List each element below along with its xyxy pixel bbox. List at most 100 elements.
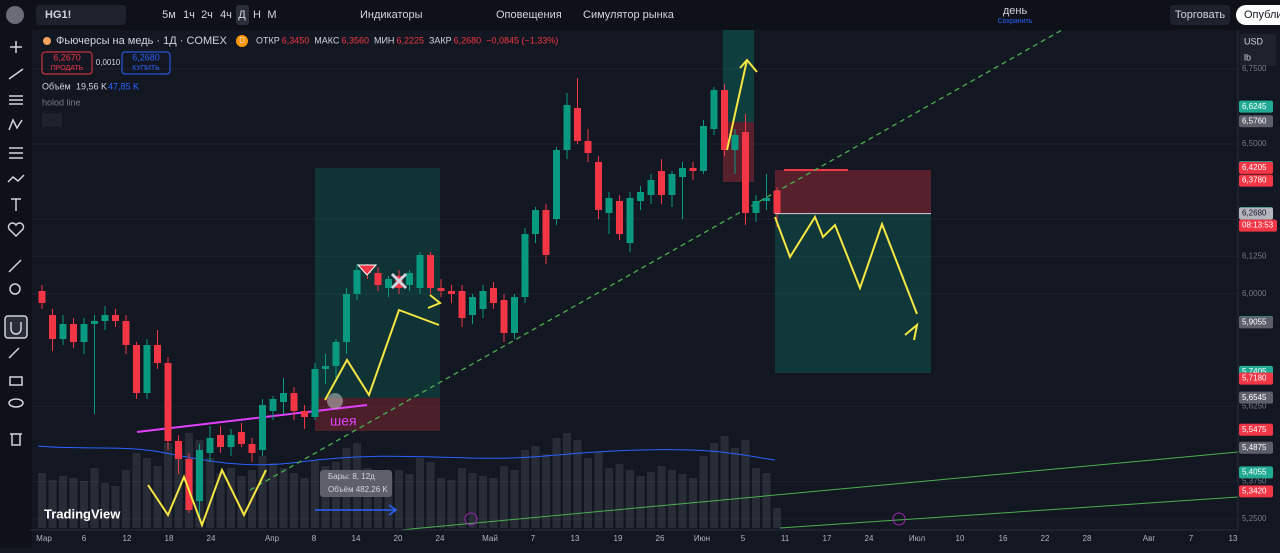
candle-body xyxy=(710,90,718,129)
y-tick-label: 5,3750 xyxy=(1242,477,1267,486)
candle-body xyxy=(311,369,319,417)
tooltip xyxy=(320,470,392,497)
candle-body xyxy=(301,411,308,417)
alerts[interactable]: Оповещения xyxy=(496,9,562,21)
volume-bar xyxy=(720,436,729,528)
candle-body xyxy=(553,150,560,219)
volume-bar xyxy=(300,478,309,528)
x-tick-label: 12 xyxy=(123,534,132,543)
volume-bar xyxy=(227,468,235,528)
replay[interactable]: Симулятор рынка xyxy=(583,9,675,21)
sell[interactable]: ПРОДАТЬ xyxy=(51,65,84,72)
unit-box[interactable] xyxy=(1240,34,1276,66)
brand: TradingView xyxy=(44,506,121,521)
buy-button[interactable] xyxy=(121,51,171,75)
interval[interactable]: 2ч xyxy=(201,9,213,21)
candle-body xyxy=(689,168,697,171)
publish[interactable]: Опублик xyxy=(1244,9,1280,21)
x-tick-label: 14 xyxy=(352,534,361,543)
field-label: МИН xyxy=(374,35,394,45)
candle-body xyxy=(427,255,434,288)
trend-line[interactable] xyxy=(249,29,1063,491)
candle-body xyxy=(238,432,245,444)
event-icon[interactable] xyxy=(464,512,478,526)
volume-bar xyxy=(122,470,130,528)
sell-price[interactable]: 6,2670 xyxy=(53,52,81,62)
field-value: 6,3560 xyxy=(341,35,369,45)
volume-bar xyxy=(405,474,414,528)
x-tick-label: 18 xyxy=(165,534,174,543)
tool-icons[interactable] xyxy=(4,41,28,446)
avatar[interactable] xyxy=(6,6,24,24)
candle-body xyxy=(206,438,214,453)
tooltip-bars: Бары: 8, 12д xyxy=(328,472,375,481)
interval[interactable]: М xyxy=(267,9,276,21)
sell-button[interactable] xyxy=(41,51,93,75)
candle-body xyxy=(112,315,119,321)
publish-button[interactable] xyxy=(1236,5,1280,25)
x-tick-label: 16 xyxy=(999,534,1008,543)
candle-body xyxy=(164,363,172,441)
interval[interactable]: 4ч xyxy=(220,9,232,21)
price-label-bg xyxy=(1239,115,1273,128)
symbol[interactable]: HG1! xyxy=(45,9,71,21)
field-label: МАКС xyxy=(314,35,340,45)
layout-name[interactable]: день xyxy=(1003,5,1028,17)
neckline[interactable] xyxy=(136,404,368,433)
volume-ma-line xyxy=(37,445,776,466)
volume-bar xyxy=(762,473,771,528)
buy[interactable]: КУПИТЬ xyxy=(132,65,160,72)
volume-bar xyxy=(237,476,246,528)
currency[interactable]: USD xyxy=(1244,36,1264,46)
volume-bar xyxy=(468,473,477,528)
volume-bar xyxy=(636,476,645,528)
symbol-box[interactable] xyxy=(36,5,126,25)
candle-body xyxy=(122,321,130,345)
badge-bg xyxy=(236,35,248,47)
interval[interactable]: Н xyxy=(253,9,261,21)
channel-line[interactable] xyxy=(399,451,1239,531)
candle-body xyxy=(154,345,161,363)
short-profit-zone[interactable] xyxy=(775,214,931,373)
x-tick-label: 17 xyxy=(823,534,832,543)
trade[interactable]: Торговать xyxy=(1175,9,1226,21)
candle-body xyxy=(175,441,182,459)
volume-bar xyxy=(521,450,529,528)
event-icon[interactable] xyxy=(892,512,906,526)
trade-button[interactable] xyxy=(1170,5,1230,25)
volume-bar xyxy=(153,466,162,528)
short-stop-zone[interactable] xyxy=(775,170,931,214)
x-tick-label: 7 xyxy=(531,534,536,543)
volume-bar xyxy=(773,508,781,528)
close-marker[interactable] xyxy=(390,272,408,290)
range-arrow xyxy=(315,504,398,516)
volume-value: 19,56 K xyxy=(76,81,107,91)
x-tick-label: Июн xyxy=(694,534,710,543)
buy-price[interactable]: 6,2680 xyxy=(132,52,160,62)
entry-marker[interactable] xyxy=(327,393,343,409)
x-tick-label: 28 xyxy=(1083,534,1092,543)
interval[interactable]: 1ч xyxy=(183,9,195,21)
candle-body xyxy=(721,90,728,150)
unit[interactable]: lb xyxy=(1244,52,1251,62)
price-label: 5,3420 xyxy=(1242,487,1267,496)
x-tick-label: 24 xyxy=(865,534,874,543)
profit-zone-2[interactable] xyxy=(723,30,754,122)
volume-bar xyxy=(290,473,298,528)
projection-arrows[interactable] xyxy=(147,58,919,528)
indicators[interactable]: Индикаторы xyxy=(360,9,423,21)
candle-body xyxy=(269,399,277,411)
candle-body xyxy=(742,132,749,213)
channel-line[interactable] xyxy=(779,496,1239,529)
candle-body xyxy=(343,294,350,342)
sell-marker[interactable] xyxy=(356,264,378,276)
price-label: 5,9055 xyxy=(1242,317,1267,326)
collapse-button[interactable] xyxy=(42,113,62,127)
legend-title: Фьючерсы на медь · 1Д · COMEX xyxy=(56,35,227,47)
candle-body xyxy=(595,162,602,210)
interval[interactable]: Д xyxy=(238,9,246,21)
interval[interactable]: 5м xyxy=(162,9,176,21)
volume-bar xyxy=(605,468,613,528)
interval-active[interactable] xyxy=(236,5,249,25)
volume-bar xyxy=(752,468,760,528)
